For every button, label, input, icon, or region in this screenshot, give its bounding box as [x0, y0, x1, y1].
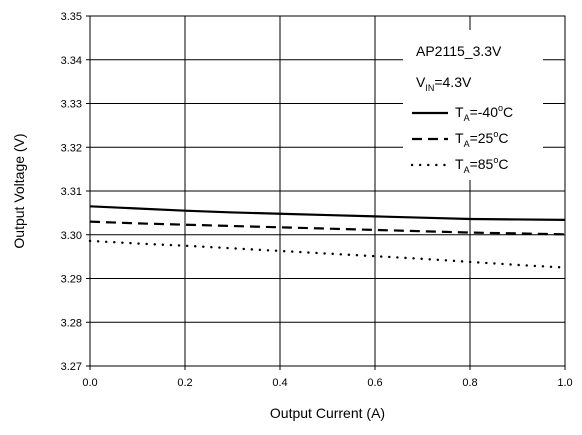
y-axis-title: Output Voltage (V) — [11, 133, 27, 248]
legend-label-sup: o — [493, 155, 498, 165]
y-tick-label: 3.33 — [61, 99, 82, 111]
legend: AP2115_3.3V VIN=4.3V TA=-40oCTA=25oCTA=8… — [403, 30, 543, 180]
x-tick-label: 0.2 — [177, 377, 192, 389]
x-axis-title: Output Current (A) — [270, 405, 385, 421]
series-lines — [88, 205, 567, 269]
legend-label-unit: C — [503, 104, 513, 120]
y-tick-label: 3.35 — [61, 11, 82, 23]
y-tick-label: 3.29 — [61, 274, 82, 286]
legend-label-1: TA=-40oC — [455, 103, 513, 123]
legend-label-sub: A — [464, 113, 470, 123]
series-line-3 — [88, 239, 567, 269]
legend-label-main: T — [455, 130, 464, 146]
y-tick-label: 3.30 — [61, 230, 82, 242]
series-line-1 — [89, 205, 566, 221]
legend-label-value: =85 — [470, 156, 494, 172]
annotation-vin-value: =4.3V — [434, 74, 472, 90]
annotation-vin: VIN=4.3V — [416, 74, 472, 93]
y-tick-label: 3.28 — [61, 317, 82, 329]
annotation-vin-sub: IN — [425, 83, 434, 93]
x-tick-label: 0.4 — [272, 377, 287, 389]
legend-label-main: T — [455, 104, 464, 120]
x-tick-label: 0.0 — [82, 377, 97, 389]
annotation-vin-main: V — [416, 74, 426, 90]
legend-label-sup: o — [493, 129, 498, 139]
annotation-title: AP2115_3.3V — [416, 43, 502, 59]
x-tick-label: 1.0 — [557, 377, 572, 389]
legend-label-unit: C — [498, 156, 508, 172]
legend-background — [403, 30, 543, 180]
legend-label-2: TA=25oC — [455, 129, 508, 149]
x-tick-labels: 0.0 0.2 0.4 0.6 0.8 1.0 — [82, 377, 572, 389]
x-tick-label: 0.6 — [367, 377, 382, 389]
legend-label-sup: o — [498, 103, 503, 113]
y-tick-labels: 3.27 3.28 3.29 3.30 3.31 3.32 3.33 3.34 3.35 — [61, 11, 82, 373]
legend-label-unit: C — [498, 130, 508, 146]
legend-label-3: TA=85oC — [455, 155, 508, 175]
legend-label-value: =-40 — [470, 104, 499, 120]
legend-label-value: =25 — [470, 130, 494, 146]
legend-label-sub: A — [464, 165, 470, 175]
x-tick-label: 0.8 — [462, 377, 477, 389]
legend-label-sub: A — [464, 139, 470, 149]
y-tick-label: 3.27 — [61, 361, 82, 373]
tick-marks — [86, 15, 566, 370]
y-tick-label: 3.32 — [61, 142, 82, 154]
y-tick-label: 3.34 — [61, 55, 82, 67]
y-tick-label: 3.31 — [61, 186, 82, 198]
legend-label-main: T — [455, 156, 464, 172]
